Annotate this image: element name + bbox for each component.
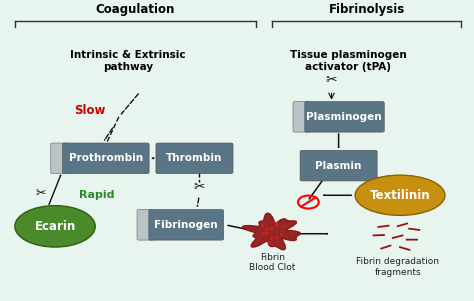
Text: Prothrombin: Prothrombin [69,153,143,163]
Text: Rapid: Rapid [79,190,114,200]
Text: Plasmin: Plasmin [315,161,362,171]
Text: Fibrin degradation
fragments: Fibrin degradation fragments [356,257,439,277]
Text: Plasminogen: Plasminogen [307,112,382,122]
FancyBboxPatch shape [51,143,68,173]
Text: Slow: Slow [74,104,105,117]
Text: Fibrin
Blood Clot: Fibrin Blood Clot [249,253,296,272]
FancyBboxPatch shape [63,143,149,173]
FancyBboxPatch shape [149,209,224,240]
FancyBboxPatch shape [300,150,377,181]
Ellipse shape [15,206,95,247]
Text: ✂: ✂ [326,73,337,87]
Text: Ecarin: Ecarin [35,220,76,233]
Text: ✂: ✂ [193,180,205,194]
Text: Intrinsic & Extrinsic
pathway: Intrinsic & Extrinsic pathway [71,50,186,72]
Text: Coagulation: Coagulation [96,3,175,16]
Ellipse shape [355,175,445,216]
Text: ✂: ✂ [36,187,46,200]
Text: Fibrinolysis: Fibrinolysis [329,3,405,16]
Polygon shape [242,213,301,250]
FancyBboxPatch shape [137,209,154,240]
Text: Tissue plasminogen
activator (tPA): Tissue plasminogen activator (tPA) [290,50,406,72]
FancyBboxPatch shape [293,102,310,132]
FancyBboxPatch shape [156,143,233,173]
Text: Thrombin: Thrombin [166,153,223,163]
FancyBboxPatch shape [305,102,384,132]
Text: Textilinin: Textilinin [370,189,430,202]
Text: Fibrinogen: Fibrinogen [154,220,218,230]
